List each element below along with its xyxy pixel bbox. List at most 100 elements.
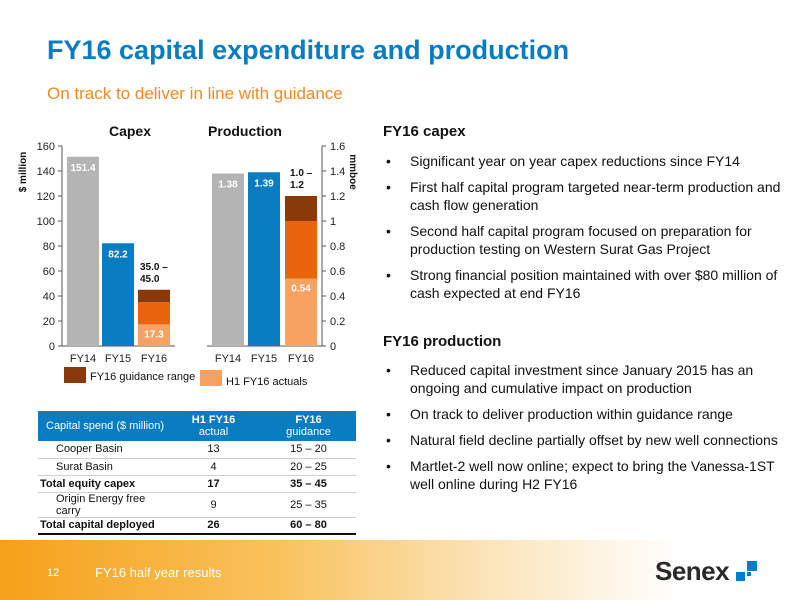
capex-bar-h1-actuals <box>138 324 170 346</box>
table-cell-actual: 9 <box>166 492 261 518</box>
capex-bar-remaining-guidance <box>138 302 170 325</box>
production-x-tick-label: FY14 <box>215 353 241 365</box>
legend-swatch-actuals <box>200 370 222 386</box>
production-data-label: 1.39 <box>254 178 274 189</box>
production-guidance-label: 1.0 –1.2 <box>290 168 313 191</box>
table-row: Origin Energy free carry 9 25 – 35 <box>38 492 356 518</box>
capex-x-tick-label: FY16 <box>141 353 167 365</box>
list-item: Second half capital program focused on p… <box>383 222 783 258</box>
table-cell-actual: 4 <box>166 458 261 476</box>
production-bar-remaining-guidance <box>285 221 317 279</box>
logo-mark-icon <box>735 561 757 581</box>
production-bullet-list: Reduced capital investment since January… <box>383 361 783 501</box>
production-bar-h1-actuals <box>285 278 317 346</box>
table-cell-name: Origin Energy free carry <box>38 492 166 518</box>
capex-data-label: 151.4 <box>70 163 95 174</box>
list-item: Strong financial position maintained wit… <box>383 266 783 302</box>
table-cell-name: Total capital deployed <box>38 517 166 535</box>
capex-y-axis-title: $ million <box>18 152 29 193</box>
table-cell-guidance: 35 – 45 <box>261 475 356 493</box>
table-cell-name: Total equity capex <box>38 475 166 493</box>
capex-bar-fy15 <box>102 243 134 346</box>
capex-production-chart: Capex Production $ million mmboe 0 20 40 60… <box>18 123 358 388</box>
capex-h1-actuals-label: 17.3 <box>144 329 164 340</box>
production-chart-title: Production <box>208 123 282 139</box>
table-row-total-equity: Total equity capex 17 35 – 45 <box>38 475 356 493</box>
legend-swatch-guidance <box>64 367 86 383</box>
table-row: Cooper Basin 13 15 – 20 <box>38 441 356 459</box>
capex-y-tick-label: 60 <box>43 266 55 278</box>
table-cell-guidance: 15 – 20 <box>261 441 356 459</box>
capex-section-heading: FY16 capex <box>383 123 466 140</box>
table-row: Surat Basin 4 20 – 25 <box>38 458 356 476</box>
legend-label-actuals: H1 FY16 actuals <box>226 376 308 388</box>
capex-bullet-list: Significant year on year capex reduction… <box>383 152 783 310</box>
list-item: Reduced capital investment since January… <box>383 361 783 397</box>
production-x-tick-label: FY16 <box>288 353 314 365</box>
production-bar-guidance-range <box>285 196 317 221</box>
production-bar-fy15 <box>248 172 280 346</box>
capex-data-label: 82.2 <box>108 249 128 260</box>
production-y-tick-label: 0.6 <box>330 266 345 278</box>
list-item: Significant year on year capex reduction… <box>383 152 783 170</box>
capex-bar-fy14 <box>67 156 99 346</box>
table-cell-actual: 26 <box>166 517 261 535</box>
capex-y-tick-label: 40 <box>43 291 55 303</box>
list-item: Martlet-2 well now online; expect to bri… <box>383 457 783 493</box>
capex-x-tick-label: FY14 <box>70 353 96 365</box>
production-y-tick-label: 0.2 <box>330 316 345 328</box>
list-item: First half capital program targeted near… <box>383 178 783 214</box>
table-cell-guidance: 20 – 25 <box>261 458 356 476</box>
logo-text: Senex <box>655 556 730 586</box>
footer-band <box>0 540 800 600</box>
page-title: FY16 capital expenditure and production <box>47 35 570 65</box>
list-item: On track to deliver production within gu… <box>383 405 783 423</box>
table-header-guidance-sub: guidance <box>286 426 331 438</box>
production-y-tick-label: 1.6 <box>330 141 345 153</box>
production-bar-fy14 <box>212 173 244 346</box>
capex-bar-guidance-range <box>138 289 170 303</box>
table-row-total-deployed: Total capital deployed 26 60 – 80 <box>38 517 356 535</box>
capex-y-tick-label: 100 <box>37 216 55 228</box>
capex-guidance-label: 35.0 –45.0 <box>140 262 168 285</box>
production-x-tick-label: FY15 <box>251 353 277 365</box>
table-header-actual-top: H1 FY16 <box>191 414 236 426</box>
table-cell-name: Surat Basin <box>38 458 166 476</box>
capex-y-tick-label: 0 <box>49 341 55 353</box>
production-h1-actuals-label: 0.54 <box>291 284 311 295</box>
table-header-name: Capital spend ($ million) <box>38 411 166 441</box>
table-header-guidance: FY16 guidance <box>261 411 356 441</box>
table-cell-guidance: 25 – 35 <box>261 492 356 518</box>
capital-spend-table: Capital spend ($ million) H1 FY16 actual… <box>38 411 356 535</box>
senex-logo: Senex <box>655 556 758 587</box>
capex-y-tick-label: 120 <box>37 191 55 203</box>
production-y-axis-title: mmboe <box>347 154 358 190</box>
list-item: Natural field decline partially offset b… <box>383 431 783 449</box>
production-section-heading: FY16 production <box>383 333 502 350</box>
production-data-label: 1.38 <box>218 180 238 191</box>
table-header-actual: H1 FY16 actual <box>166 411 261 441</box>
capex-chart-title: Capex <box>109 123 151 139</box>
production-y-tick-label: 0 <box>330 341 336 353</box>
table-header-row: Capital spend ($ million) H1 FY16 actual… <box>38 411 356 441</box>
table-cell-guidance: 60 – 80 <box>261 517 356 535</box>
capex-y-tick-label: 140 <box>37 166 55 178</box>
table-header-actual-sub: actual <box>198 426 229 438</box>
capex-y-tick-label: 20 <box>43 316 55 328</box>
production-y-tick-label: 1.4 <box>330 166 345 178</box>
production-y-tick-label: 0.4 <box>330 291 345 303</box>
page-number: 12 <box>47 567 60 579</box>
footer-text: FY16 half year results <box>95 565 222 580</box>
table-cell-name: Cooper Basin <box>38 441 166 459</box>
capex-y-tick-label: 80 <box>43 241 55 253</box>
table-header-guidance-top: FY16 <box>295 414 322 426</box>
table-cell-actual: 13 <box>166 441 261 459</box>
production-y-tick-label: 1.2 <box>330 191 345 203</box>
table-cell-actual: 17 <box>166 475 261 493</box>
legend-label-guidance: FY16 guidance range <box>90 371 195 383</box>
production-y-tick-label: 1 <box>330 216 336 228</box>
capex-y-tick-label: 160 <box>37 141 55 153</box>
production-y-tick-label: 0.8 <box>330 241 345 253</box>
capex-x-tick-label: FY15 <box>105 353 131 365</box>
page-subtitle: On track to deliver in line with guidanc… <box>47 84 343 103</box>
